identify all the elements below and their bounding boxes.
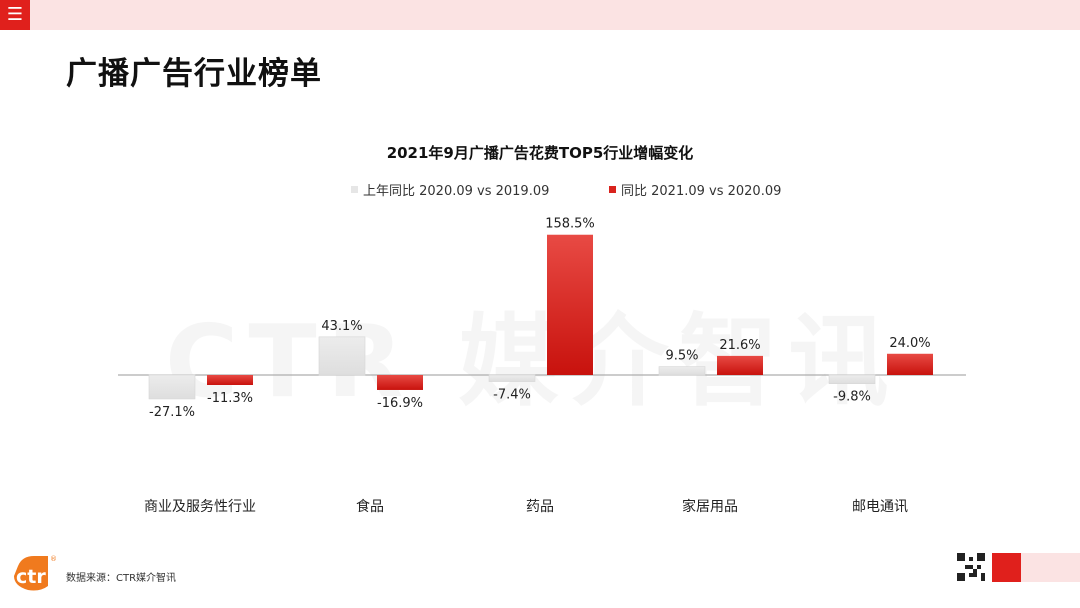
bar-curr-1	[207, 375, 253, 386]
category-label-1: 商业及服务性行业	[144, 499, 256, 515]
data-label-curr-2: -16.9%	[377, 396, 423, 411]
category-label-2: 食品	[356, 498, 384, 515]
svg-text:®: ®	[50, 555, 56, 563]
accent-square	[992, 553, 1021, 582]
legend-item-prev: 上年同比 2020.09 vs 2019.09	[351, 180, 549, 199]
data-source: 数据来源：CTR媒介智讯	[66, 573, 177, 584]
hamburger-menu-icon: ☰	[6, 4, 24, 25]
data-label-prev-1: -27.1%	[149, 405, 195, 420]
data-label-prev-4: 9.5%	[665, 349, 698, 364]
bar-prev-5	[828, 374, 876, 384]
data-label-prev-5: -9.8%	[833, 390, 871, 405]
category-label-4: 家居用品	[682, 498, 738, 515]
data-label-prev-3: -7.4%	[493, 388, 531, 403]
bar-prev-2	[318, 336, 366, 376]
legend-swatch-prev	[351, 186, 358, 193]
data-label-curr-3: 158.5%	[545, 217, 595, 232]
category-label-5: 邮电通讯	[852, 499, 908, 515]
page-title: 广播广告行业榜单	[66, 56, 322, 92]
category-label-3: 药品	[526, 499, 554, 515]
chart-legend: 上年同比 2020.09 vs 2019.09 同比 2021.09 vs 20…	[0, 180, 1080, 200]
chart-title: 2021年9月广播广告花费TOP5行业增幅变化	[386, 144, 694, 162]
bar-curr-2	[377, 375, 423, 390]
data-label-curr-4: 21.6%	[719, 338, 760, 353]
top-bar	[0, 0, 1080, 30]
legend-item-curr: 同比 2021.09 vs 2020.09	[609, 180, 781, 199]
qr-code-icon	[957, 553, 985, 581]
legend-label-prev: 上年同比 2020.09 vs 2019.09	[363, 184, 550, 199]
legend-label-curr: 同比 2021.09 vs 2020.09	[621, 184, 782, 199]
ctr-logo-icon: ctr ®	[14, 555, 56, 591]
bar-prev-3	[488, 374, 536, 382]
accent-band	[1021, 553, 1080, 582]
menu-button[interactable]: ☰	[0, 0, 30, 30]
bar-prev-4	[658, 366, 706, 376]
bar-curr-4	[717, 355, 763, 375]
bar-prev-1	[148, 374, 196, 400]
legend-swatch-curr	[609, 186, 616, 193]
data-label-prev-2: 43.1%	[321, 319, 362, 334]
bar-curr-5	[887, 353, 933, 375]
data-label-curr-1: -11.3%	[207, 391, 253, 406]
data-label-curr-5: 24.0%	[889, 336, 930, 351]
logo-text: ctr	[16, 566, 46, 588]
bar-curr-3	[547, 234, 593, 375]
bar-chart: -27.1% -11.3% 商业及服务性行业 43.1% -16.9% 食品 -7.4% 15…	[118, 217, 966, 515]
